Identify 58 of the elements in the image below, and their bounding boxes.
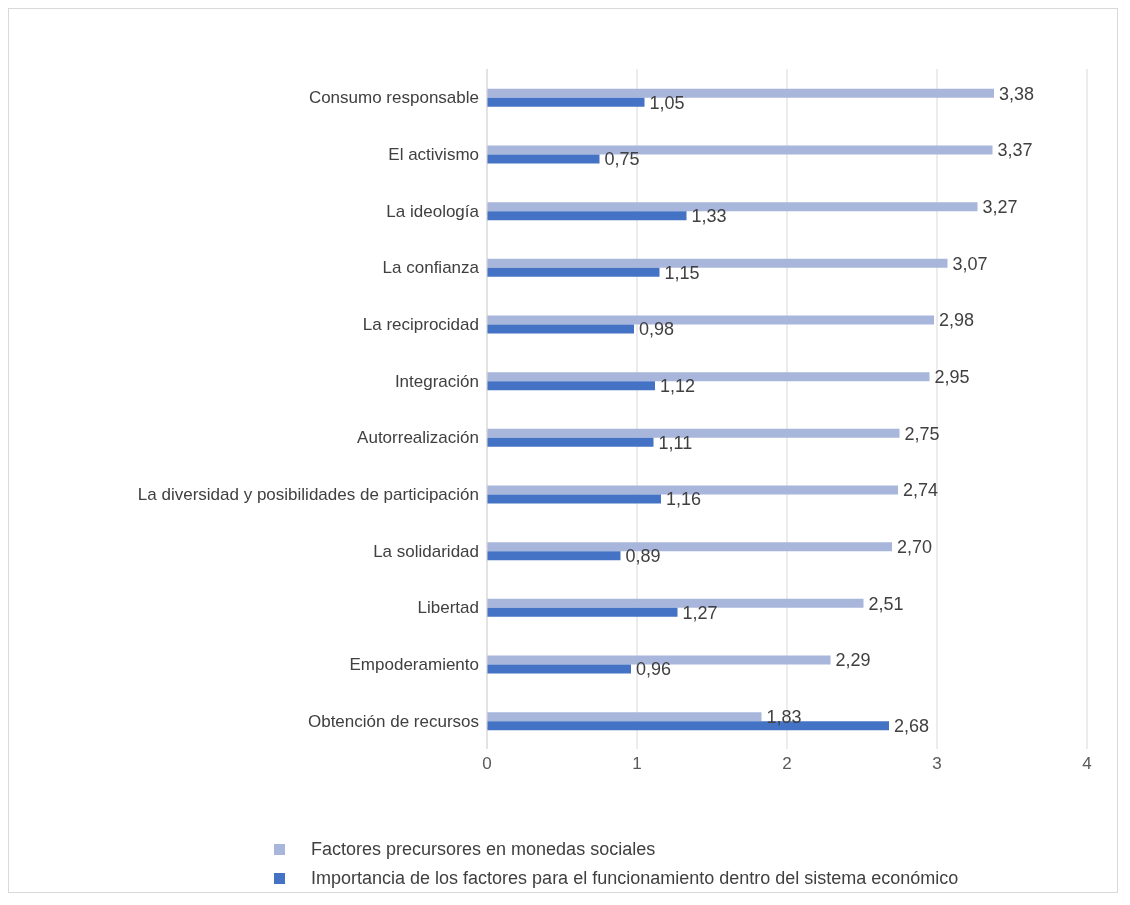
bar: [487, 664, 631, 674]
data-label: 3,38: [999, 83, 1035, 104]
y-tick-label: Integración: [394, 371, 479, 391]
bar: [487, 267, 660, 277]
y-tick-label: Libertad: [417, 598, 479, 618]
x-tick-label: 1: [632, 754, 642, 774]
x-tick-label: 2: [782, 754, 792, 774]
x-tick-label: 0: [482, 754, 492, 774]
bar: [487, 607, 678, 617]
x-tick-label: 3: [932, 754, 942, 774]
bar: [487, 324, 634, 334]
data-label: 2,51: [868, 593, 904, 614]
y-tick-label: Obtención de recursos: [307, 711, 479, 731]
data-label: 1,27: [682, 602, 718, 623]
x-tick-label: 4: [1082, 754, 1092, 774]
bar: [487, 258, 948, 268]
data-label: 2,68: [894, 716, 930, 737]
data-label: 1,12: [660, 376, 696, 397]
data-label: 2,98: [939, 310, 975, 331]
data-label: 0,98: [639, 319, 675, 340]
y-tick-label: Autorrealización: [357, 428, 479, 448]
bar: [487, 551, 621, 561]
data-label: 2,95: [934, 367, 970, 388]
y-tick-label: La reciprocidad: [362, 315, 479, 335]
bar: [487, 97, 645, 107]
data-label: 2,70: [897, 537, 933, 558]
bar: [487, 381, 655, 391]
y-tick-label: Empoderamiento: [349, 655, 479, 675]
data-label: 3,37: [997, 140, 1033, 161]
data-label: 0,96: [636, 659, 672, 680]
data-label: 1,05: [649, 92, 685, 113]
bar: [487, 712, 762, 722]
data-label: 1,16: [666, 489, 702, 510]
data-label: 1,15: [664, 262, 700, 283]
data-label: 3,07: [952, 253, 988, 274]
data-label: 2,75: [904, 423, 940, 444]
y-tick-label: La confianza: [382, 258, 480, 278]
bar: [487, 494, 661, 504]
data-label: 1,11: [658, 432, 693, 453]
data-label: 0,89: [625, 546, 661, 567]
data-label: 3,27: [982, 197, 1018, 218]
legend-label: Factores precursores en monedas sociales: [311, 839, 656, 860]
y-tick-label: El activismo: [388, 145, 479, 165]
data-label: 0,75: [604, 149, 640, 170]
y-tick-label: Consumo responsable: [308, 88, 479, 108]
data-label: 1,33: [691, 206, 727, 227]
y-tick-label: La solidaridad: [373, 541, 479, 561]
bar: [487, 428, 900, 438]
bar: [487, 598, 864, 608]
bar: [487, 437, 654, 447]
data-label: 2,29: [835, 650, 871, 671]
legend-label: Importancia de los factores para el funcionamiento dentro del sistema económico: [311, 868, 959, 889]
y-tick-label: La diversidad y posibilidades de participación: [137, 485, 479, 505]
data-label: 2,74: [903, 480, 939, 501]
bar: [487, 154, 600, 164]
bar: [487, 88, 994, 98]
bar: [487, 211, 687, 221]
y-tick-label: La ideología: [386, 201, 480, 221]
